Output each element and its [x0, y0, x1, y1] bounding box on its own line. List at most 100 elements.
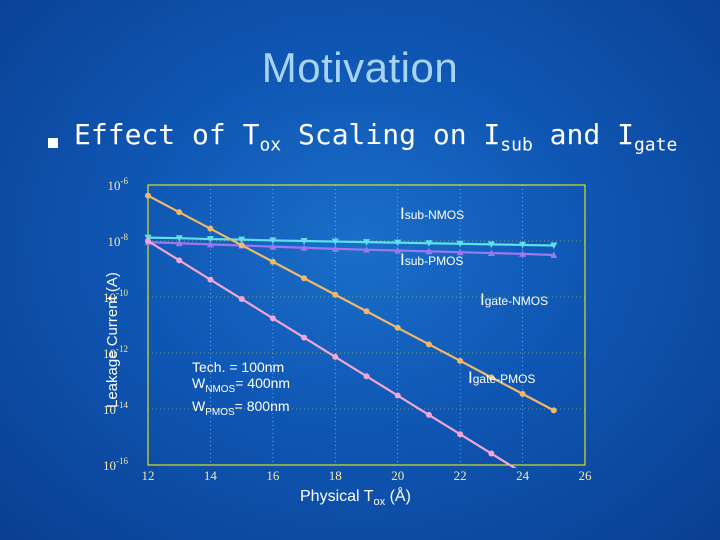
label-main: I — [468, 368, 473, 387]
series-line — [147, 236, 554, 247]
x-axis-label-main: Physical T — [300, 488, 374, 505]
data-point — [550, 242, 558, 249]
label-main: I — [400, 204, 405, 223]
data-point — [519, 390, 526, 397]
label-sub: gate-NMOS — [484, 294, 549, 308]
data-point — [550, 251, 558, 258]
data-point — [206, 240, 214, 248]
note-pre: Tech. = 100nm — [192, 359, 285, 375]
x-tick-label: 14 — [204, 468, 218, 483]
series-igate-pmos — [145, 238, 517, 468]
y-tick-label: 10-10 — [103, 288, 128, 305]
x-tick-labels: 12 14 16 18 20 22 24 26 — [142, 468, 593, 483]
series-line — [147, 194, 555, 412]
note-wpmos: WPMOS= 800nm — [192, 398, 290, 421]
label-main: I — [480, 290, 485, 309]
slide-title: Motivation — [261, 44, 459, 91]
data-point — [145, 192, 151, 199]
series-line — [147, 241, 554, 257]
data-point — [206, 236, 214, 243]
data-point — [332, 291, 339, 298]
x-tick-label: 18 — [329, 468, 342, 483]
bullet-subscript: ox — [259, 134, 282, 156]
x-tick-label: 26 — [579, 468, 593, 483]
data-point — [487, 249, 495, 257]
data-point — [394, 239, 402, 247]
data-point — [331, 245, 339, 252]
y-tick-base: 10 — [103, 402, 116, 417]
data-point — [363, 246, 370, 253]
data-point — [300, 244, 308, 251]
label-isub-nmos: Isub-NMOS — [400, 204, 464, 224]
note-pre: W — [192, 397, 206, 414]
y-tick-exponent: -10 — [116, 288, 128, 298]
y-tick-base: 10 — [108, 234, 121, 249]
data-point — [175, 239, 183, 247]
note-pre: W — [192, 375, 206, 391]
data-point — [363, 373, 370, 380]
data-point — [519, 250, 527, 257]
data-point — [394, 324, 401, 331]
bullet-text: Effect of Tox Scaling on Isub and Igate — [74, 118, 677, 156]
data-point — [176, 209, 183, 216]
data-point — [144, 234, 152, 242]
data-point — [519, 241, 527, 249]
y-tick-exponent: -14 — [116, 400, 128, 410]
label-igate-pmos: Igate-PMOS — [468, 368, 535, 388]
data-point — [145, 238, 151, 244]
data-point — [238, 295, 245, 302]
x-tick-label: 24 — [516, 468, 530, 483]
data-point — [456, 248, 464, 256]
data-point — [425, 341, 432, 348]
data-point — [550, 407, 557, 414]
bullet-subscript: gate — [633, 134, 678, 156]
y-tick-base: 10 — [103, 346, 116, 361]
data-point — [331, 238, 339, 246]
note-tech: Tech. = 100nm — [192, 359, 290, 375]
series-line — [147, 240, 517, 468]
x-tick-label: 22 — [454, 468, 467, 483]
plot-frame — [147, 184, 586, 466]
data-point — [363, 308, 370, 315]
data-point — [176, 257, 183, 264]
y-axis-label: Leakage Current (A) — [104, 272, 121, 408]
y-tick-base: 10 — [108, 178, 121, 193]
data-point — [301, 275, 308, 282]
series-isub-pmos — [144, 238, 558, 258]
data-point — [175, 235, 183, 242]
x-axis-label: Physical Tox (Å) — [300, 488, 411, 508]
data-point — [425, 411, 432, 418]
bullet-text-part: Scaling on I — [281, 118, 501, 151]
data-point — [269, 237, 277, 244]
data-point — [394, 247, 402, 254]
y-tick-label: 10-16 — [103, 456, 128, 473]
y-tick-exponent: -8 — [121, 232, 129, 242]
data-point — [269, 243, 277, 250]
chart-grid — [148, 185, 585, 465]
data-point — [425, 247, 433, 255]
tech-notes: Tech. = 100nm WNMOS= 400nm WPMOS= 800nm — [192, 359, 290, 421]
data-point — [394, 392, 401, 399]
x-tick-label: 20 — [391, 468, 404, 483]
data-point — [457, 431, 464, 438]
label-sub: gate-PMOS — [472, 372, 536, 386]
y-tick-base: 10 — [103, 290, 116, 305]
note-wnmos: WNMOS= 400nm — [192, 375, 290, 398]
bullet-text-part: and I — [532, 118, 634, 151]
series-isub-nmos — [144, 234, 558, 249]
data-point — [207, 225, 214, 232]
y-tick-label: 10-6 — [108, 176, 129, 193]
bullet-subscript: sub — [500, 134, 533, 156]
y-tick-label: 10-14 — [103, 400, 128, 417]
data-point — [269, 258, 276, 265]
data-point — [238, 242, 245, 249]
data-point — [332, 353, 339, 360]
label-igate-nmos: Igate-NMOS — [480, 290, 548, 310]
x-axis-label-sub: ox — [373, 496, 386, 509]
data-point — [300, 238, 308, 245]
data-point — [488, 450, 495, 457]
label-sub: sub-PMOS — [404, 254, 464, 268]
bullet-text-part: Effect of T — [74, 118, 260, 151]
x-tick-label: 16 — [266, 468, 280, 483]
